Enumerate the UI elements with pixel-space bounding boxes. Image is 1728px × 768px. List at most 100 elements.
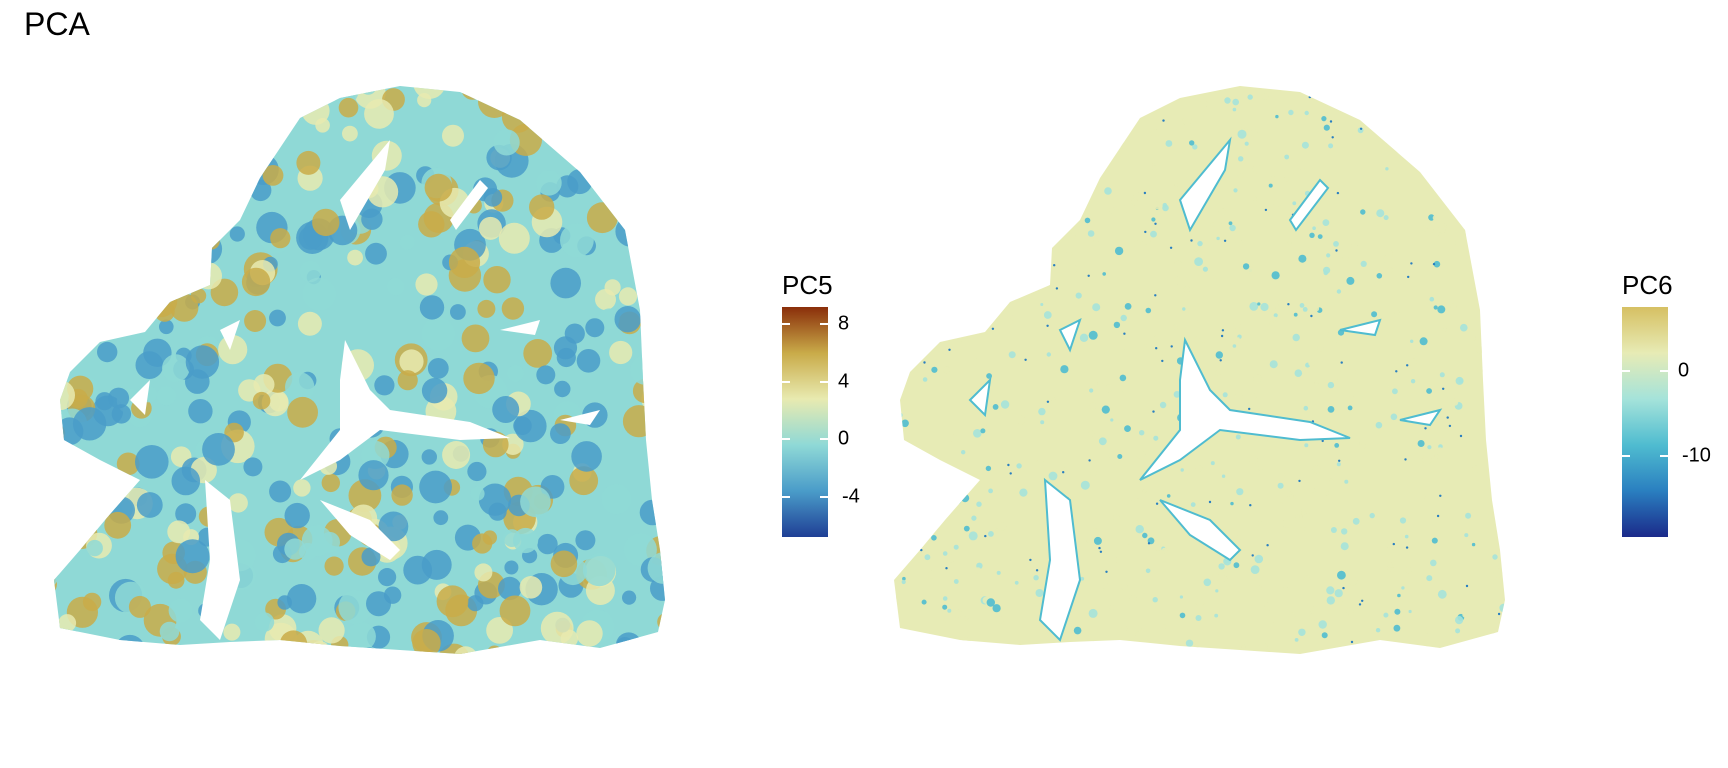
tissue-spot [889,615,893,619]
tissue-spot [1442,327,1447,332]
tissue-spot [74,137,97,159]
tissue-spot [1495,494,1499,499]
tissue-spot [1465,512,1472,519]
tissue-spot [1223,239,1227,242]
tissue-spot [1232,344,1237,348]
tissue-spot [1119,374,1127,382]
tissue-spot [1144,344,1148,348]
tissue-spot [1036,87,1040,90]
tissue-spot [1333,241,1339,247]
tissue-spot [135,351,164,379]
tissue-spot [421,449,437,465]
tissue-spot [622,405,656,438]
tissue-spot [252,391,271,410]
tissue-spot [1467,100,1475,108]
tissue-spot [135,445,169,479]
tissue-spot [1230,668,1234,672]
tissue-spot [433,510,449,526]
tissue-spot [1122,496,1132,505]
tissue-spot [95,274,124,303]
tissue-spot [922,473,927,478]
tissue-spot [504,560,519,575]
tissue-spot [1088,608,1098,618]
tissue-spot [467,461,487,482]
tissue-spot [1412,441,1418,447]
tissue-spot [581,150,613,182]
tissue-spot [595,289,616,310]
tissue-spot [54,572,57,596]
tissue-spot [54,302,63,321]
tissue-spot [882,102,889,109]
tissue-spot [1500,549,1505,553]
tissue-spot [960,273,968,280]
tissue-spot [1299,303,1305,308]
tissue-spot [1434,454,1439,459]
tissue-spot [1481,132,1484,136]
tissue-spot [514,409,547,443]
vessel-gap [320,500,400,560]
tissue-spot [54,160,76,194]
tissue-spot [1326,586,1335,595]
tissue-spot [1075,292,1082,299]
tissue-spot [1425,626,1433,634]
tissue-spot [1342,586,1345,590]
tissue-spot [1504,603,1505,608]
tissue-spot [1383,612,1389,618]
tissue-spot [619,99,653,133]
tissue-spot [1344,479,1349,484]
tissue-spot [1453,241,1457,245]
vessel-gap [1180,140,1230,230]
tissue-spot [1010,99,1019,109]
tissue-spot [1139,430,1145,436]
tissue-spot [501,297,525,320]
tissue-spot [1472,103,1481,112]
tissue-spot [1209,675,1215,680]
tissue-spot [366,591,391,617]
tissue-spot [1190,239,1193,242]
tissue-spot [582,553,616,587]
tissue-spot [1256,585,1262,592]
tissue-spot [1000,400,1010,409]
tissue-spot [1210,222,1216,227]
tissue-spot [1493,568,1503,578]
tissue-spot [1199,100,1208,108]
tissue-spot [1062,471,1065,474]
tissue-spot [1297,161,1306,170]
tissue-spot [1090,528,1099,537]
tissue-spot [1385,167,1389,171]
tissue-spot [1068,264,1078,274]
tissue-spot [1029,558,1032,562]
tissue-spot [1155,347,1158,350]
tissue-spot [338,590,373,624]
vessel-gap [200,480,240,640]
tissue-spot [270,228,291,249]
tissue-spot [1193,336,1201,344]
tissue-spot [988,531,994,537]
vessel-edge [1159,499,1242,562]
tissue-spot [1190,502,1196,507]
tissue-spot [424,173,453,202]
tissue-spot [1219,223,1223,227]
tissue-spot [54,152,76,187]
tissue-spot [302,277,336,311]
tissue-spot [1250,565,1260,574]
tissue-spot [937,329,942,334]
tissue-spot [1221,329,1225,332]
tissue-spot [926,466,932,472]
tissue-spot [1298,485,1305,492]
tissue-spots [54,86,665,654]
tissue-spot [1346,607,1354,615]
tissue-spot [559,118,579,137]
tissue-spot [1143,643,1150,650]
tissue-spot [399,234,415,250]
tissue-spot [1448,424,1452,428]
tissue-spot [299,86,322,95]
tissue-spot [1241,644,1246,649]
tissue-spot [991,327,995,330]
tissue-spot [403,555,433,585]
tissue-spot [501,101,534,133]
tissue-spot [54,525,75,559]
tissue-spot [1336,462,1341,467]
tissue-spot [1394,310,1400,316]
tissue-spot [956,204,959,208]
